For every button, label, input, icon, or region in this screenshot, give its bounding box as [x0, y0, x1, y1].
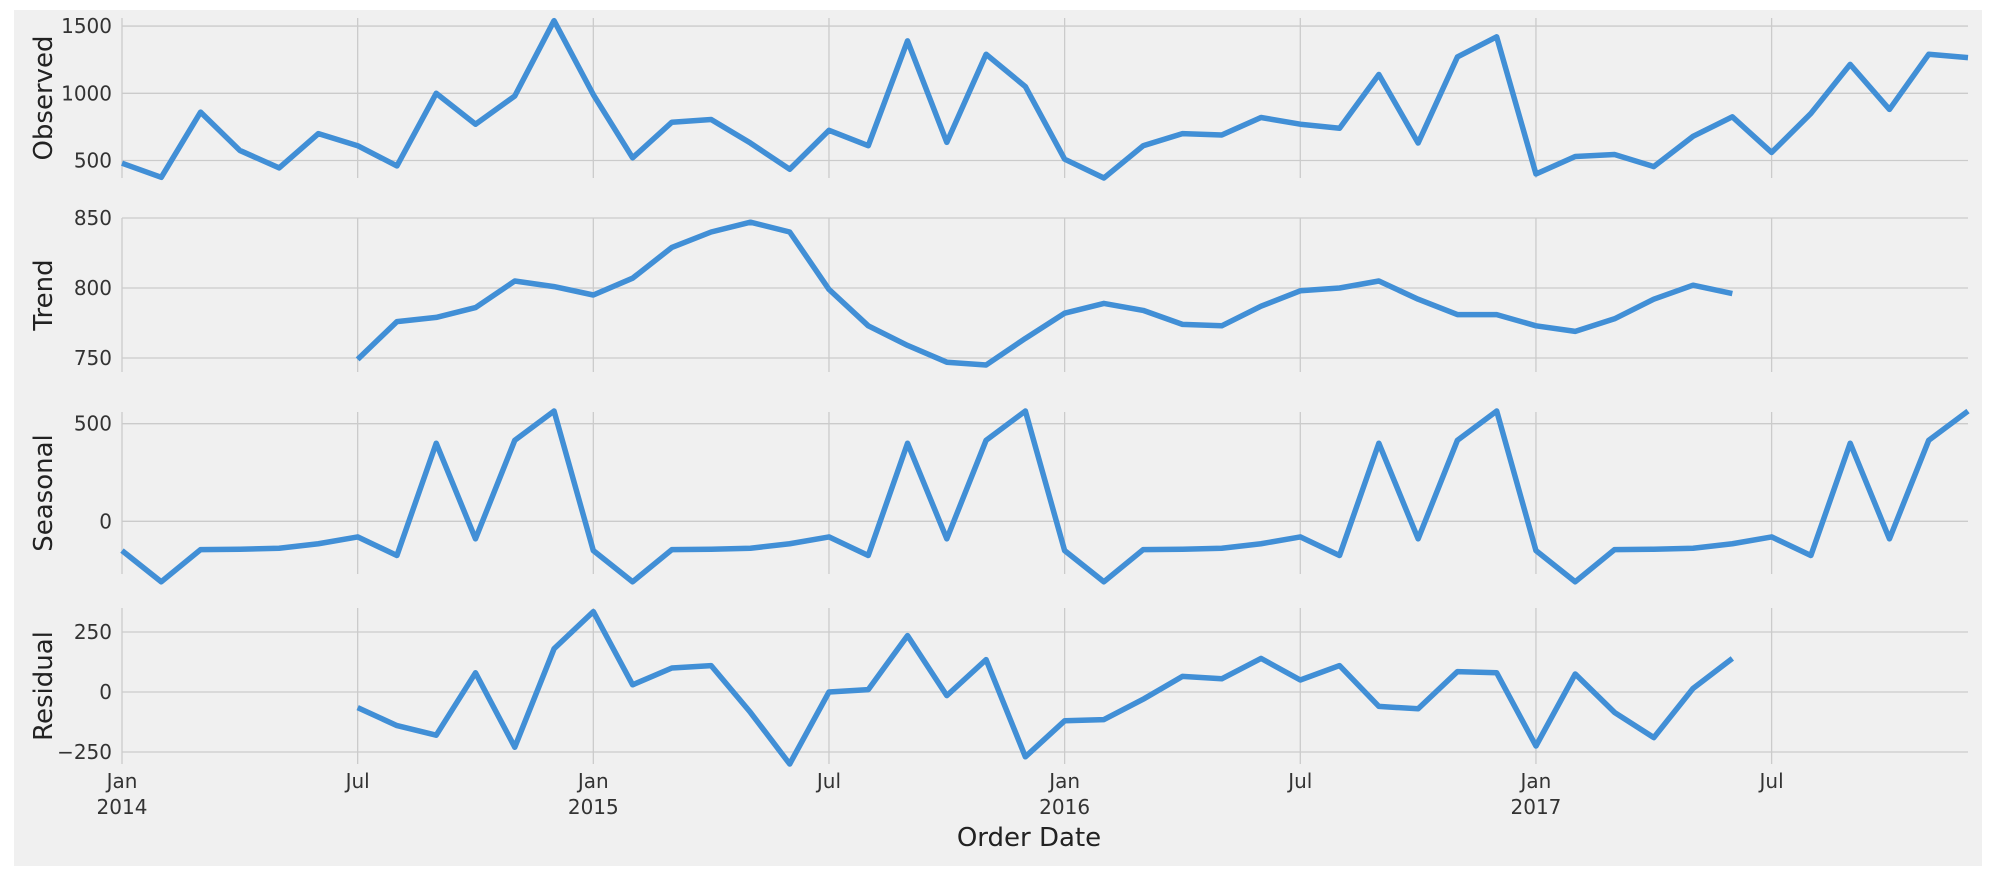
y-tick-label: 0 — [99, 509, 112, 533]
y-axis-label: Observed — [29, 35, 59, 160]
y-tick-label: 500 — [74, 412, 112, 436]
panel-trend: 750 800 850 Trend — [29, 206, 1968, 372]
series-line-trend — [355, 219, 1733, 368]
x-tick-year-label: 2015 — [568, 795, 619, 819]
x-tick-label: Jul — [344, 769, 370, 793]
y-tick-label: 750 — [74, 346, 112, 370]
y-tick-label: 0 — [99, 680, 112, 704]
y-tick-label: −250 — [57, 740, 112, 764]
x-axis-label: Order Date — [957, 823, 1101, 853]
panel-seasonal: 0 500 Seasonal — [29, 408, 1970, 585]
y-tick-label: 850 — [74, 206, 112, 230]
y-axis-label: Trend — [29, 259, 59, 331]
y-axis-label: Residual — [29, 631, 59, 741]
x-tick-label: Jul — [815, 769, 841, 793]
x-tick-year-label: 2014 — [97, 795, 148, 819]
panel-residual: −250 0 250 Residual — [29, 608, 1968, 767]
y-tick-label: 250 — [74, 620, 112, 644]
x-tick-label: Jul — [1286, 769, 1312, 793]
x-tick-year-label: 2016 — [1039, 795, 1090, 819]
x-tick-label: Jan — [1519, 769, 1552, 793]
decomposition-figure: 500 1000 1500 Observed 750 800 850 Trend 0 500 Sea… — [14, 10, 1982, 866]
y-tick-label: 1000 — [61, 81, 112, 105]
y-tick-label: 500 — [74, 149, 112, 173]
series-line-observed — [121, 17, 1969, 181]
y-tick-label: 800 — [74, 276, 112, 300]
y-axis-label: Seasonal — [29, 434, 59, 552]
x-tick-year-label: 2017 — [1511, 795, 1562, 819]
series-line-seasonal — [120, 408, 1970, 585]
series-line-residual — [356, 608, 1735, 767]
y-tick-label: 1500 — [61, 14, 112, 38]
x-tick-label: Jan — [1047, 769, 1080, 793]
x-tick-label: Jan — [576, 769, 609, 793]
x-tick-label: Jan — [105, 769, 138, 793]
x-tick-label: Jul — [1758, 769, 1784, 793]
